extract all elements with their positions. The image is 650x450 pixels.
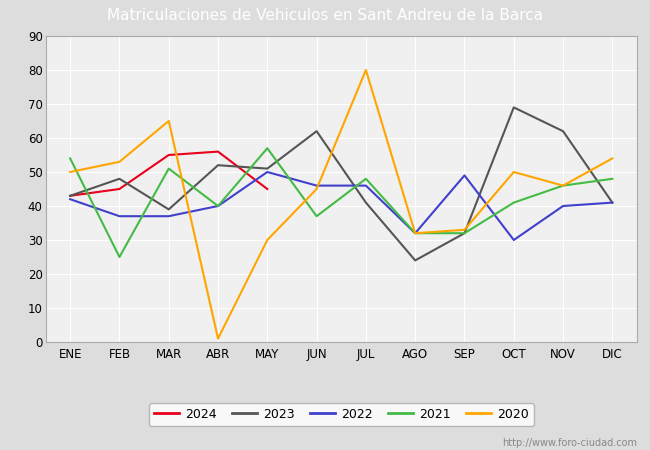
2021: [66, 156, 74, 161]
2022: [461, 173, 469, 178]
2023: [313, 129, 320, 134]
Legend: 2024, 2023, 2022, 2021, 2020: 2024, 2023, 2022, 2021, 2020: [149, 403, 534, 426]
2022: [214, 203, 222, 209]
2021: [214, 203, 222, 209]
2020: [165, 118, 173, 124]
2023: [263, 166, 271, 171]
2022: [411, 230, 419, 236]
2020: [362, 68, 370, 73]
2020: [559, 183, 567, 188]
2023: [510, 105, 517, 110]
2022: [313, 183, 320, 188]
Line: 2023: 2023: [70, 108, 612, 261]
Line: 2024: 2024: [70, 152, 267, 196]
2024: [214, 149, 222, 154]
2020: [116, 159, 124, 165]
2021: [263, 145, 271, 151]
2020: [214, 336, 222, 341]
2024: [263, 186, 271, 192]
2023: [66, 193, 74, 198]
2021: [165, 166, 173, 171]
2024: [66, 193, 74, 198]
2021: [116, 254, 124, 260]
Line: 2020: 2020: [70, 70, 612, 338]
2024: [116, 186, 124, 192]
2020: [411, 230, 419, 236]
2020: [66, 169, 74, 175]
2022: [510, 237, 517, 243]
2022: [66, 197, 74, 202]
2021: [411, 230, 419, 236]
Text: Matriculaciones de Vehiculos en Sant Andreu de la Barca: Matriculaciones de Vehiculos en Sant And…: [107, 8, 543, 23]
2022: [116, 213, 124, 219]
2024: [165, 152, 173, 158]
2021: [461, 230, 469, 236]
2023: [559, 129, 567, 134]
2022: [608, 200, 616, 205]
2022: [263, 169, 271, 175]
2022: [165, 213, 173, 219]
2020: [313, 186, 320, 192]
2022: [362, 183, 370, 188]
2023: [362, 200, 370, 205]
2021: [313, 213, 320, 219]
2021: [559, 183, 567, 188]
2020: [461, 227, 469, 233]
2020: [608, 156, 616, 161]
2023: [165, 207, 173, 212]
2021: [510, 200, 517, 205]
2023: [461, 230, 469, 236]
Line: 2021: 2021: [70, 148, 612, 257]
Text: http://www.foro-ciudad.com: http://www.foro-ciudad.com: [502, 438, 637, 448]
2023: [411, 258, 419, 263]
2023: [214, 162, 222, 168]
Line: 2022: 2022: [70, 172, 612, 240]
2023: [608, 200, 616, 205]
2023: [116, 176, 124, 181]
2020: [263, 237, 271, 243]
2020: [510, 169, 517, 175]
2022: [559, 203, 567, 209]
2021: [608, 176, 616, 181]
2021: [362, 176, 370, 181]
